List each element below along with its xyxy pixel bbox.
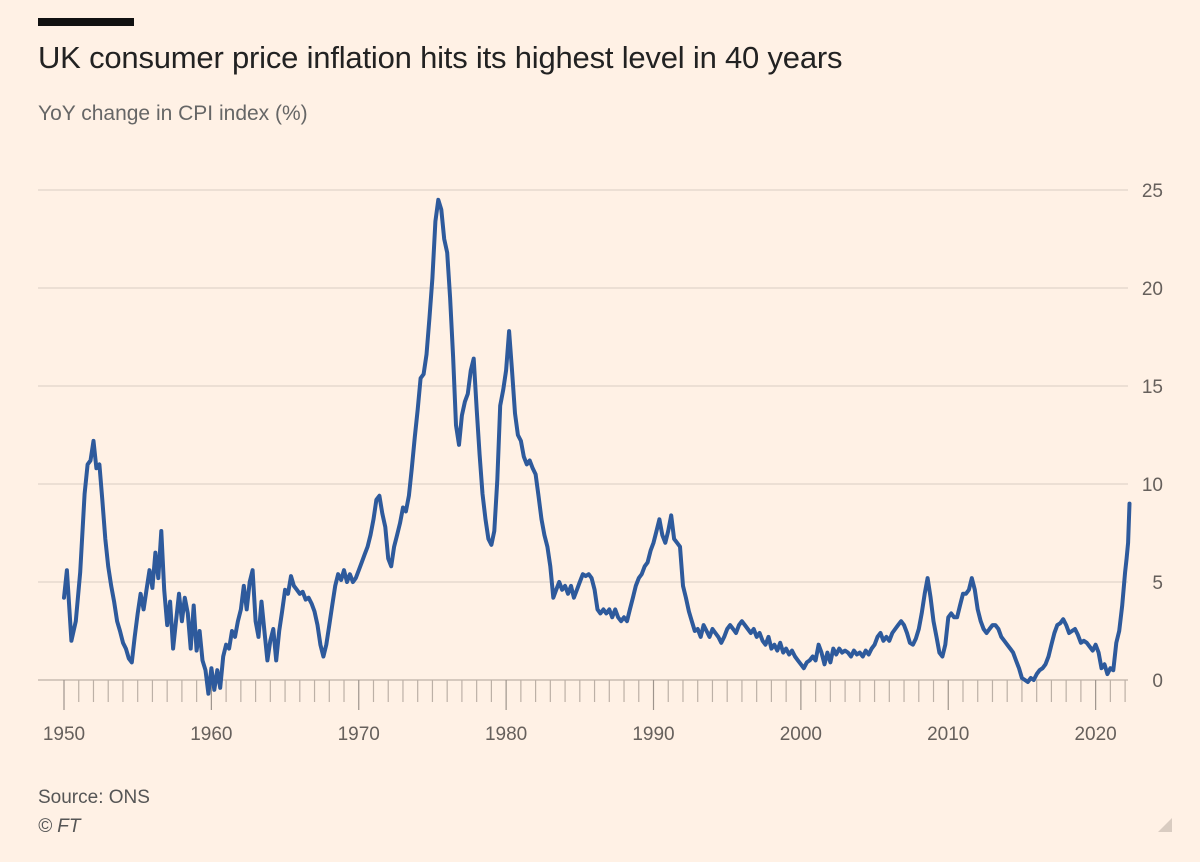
y-tick-label: 20 bbox=[1142, 279, 1163, 300]
y-axis-labels: 0 5 10 15 20 25 bbox=[1142, 181, 1163, 692]
x-tick-label: 2000 bbox=[780, 724, 822, 745]
series-line-0 bbox=[62, 197, 1132, 696]
gridlines bbox=[38, 189, 1128, 583]
y-tick-label: 10 bbox=[1142, 475, 1163, 496]
brand-top-bar bbox=[38, 18, 134, 26]
x-tick-label: 1980 bbox=[485, 724, 527, 745]
y-tick-label: 25 bbox=[1142, 181, 1163, 202]
x-tick-label: 2020 bbox=[1074, 724, 1116, 745]
y-tick-label: 15 bbox=[1142, 377, 1163, 398]
y-tick-label: 0 bbox=[1152, 671, 1163, 692]
x-tick-label: 1960 bbox=[190, 724, 232, 745]
copyright-note: © FT bbox=[38, 816, 81, 837]
series-layer bbox=[62, 197, 1132, 696]
x-tick-label: 2010 bbox=[927, 724, 969, 745]
resize-handle-icon[interactable] bbox=[1156, 816, 1172, 832]
y-tick-label: 5 bbox=[1152, 573, 1163, 594]
x-tick-label: 1990 bbox=[632, 724, 674, 745]
source-note: Source: ONS bbox=[38, 787, 150, 808]
x-tick-label: 1970 bbox=[338, 724, 380, 745]
x-axis: 1950 1960 1970 1980 1990 2000 2010 2020 bbox=[38, 679, 1128, 745]
x-tick-label: 1950 bbox=[43, 724, 85, 745]
chart-title: UK consumer price inflation hits its hig… bbox=[38, 40, 843, 75]
chart-subtitle: YoY change in CPI index (%) bbox=[38, 102, 308, 125]
